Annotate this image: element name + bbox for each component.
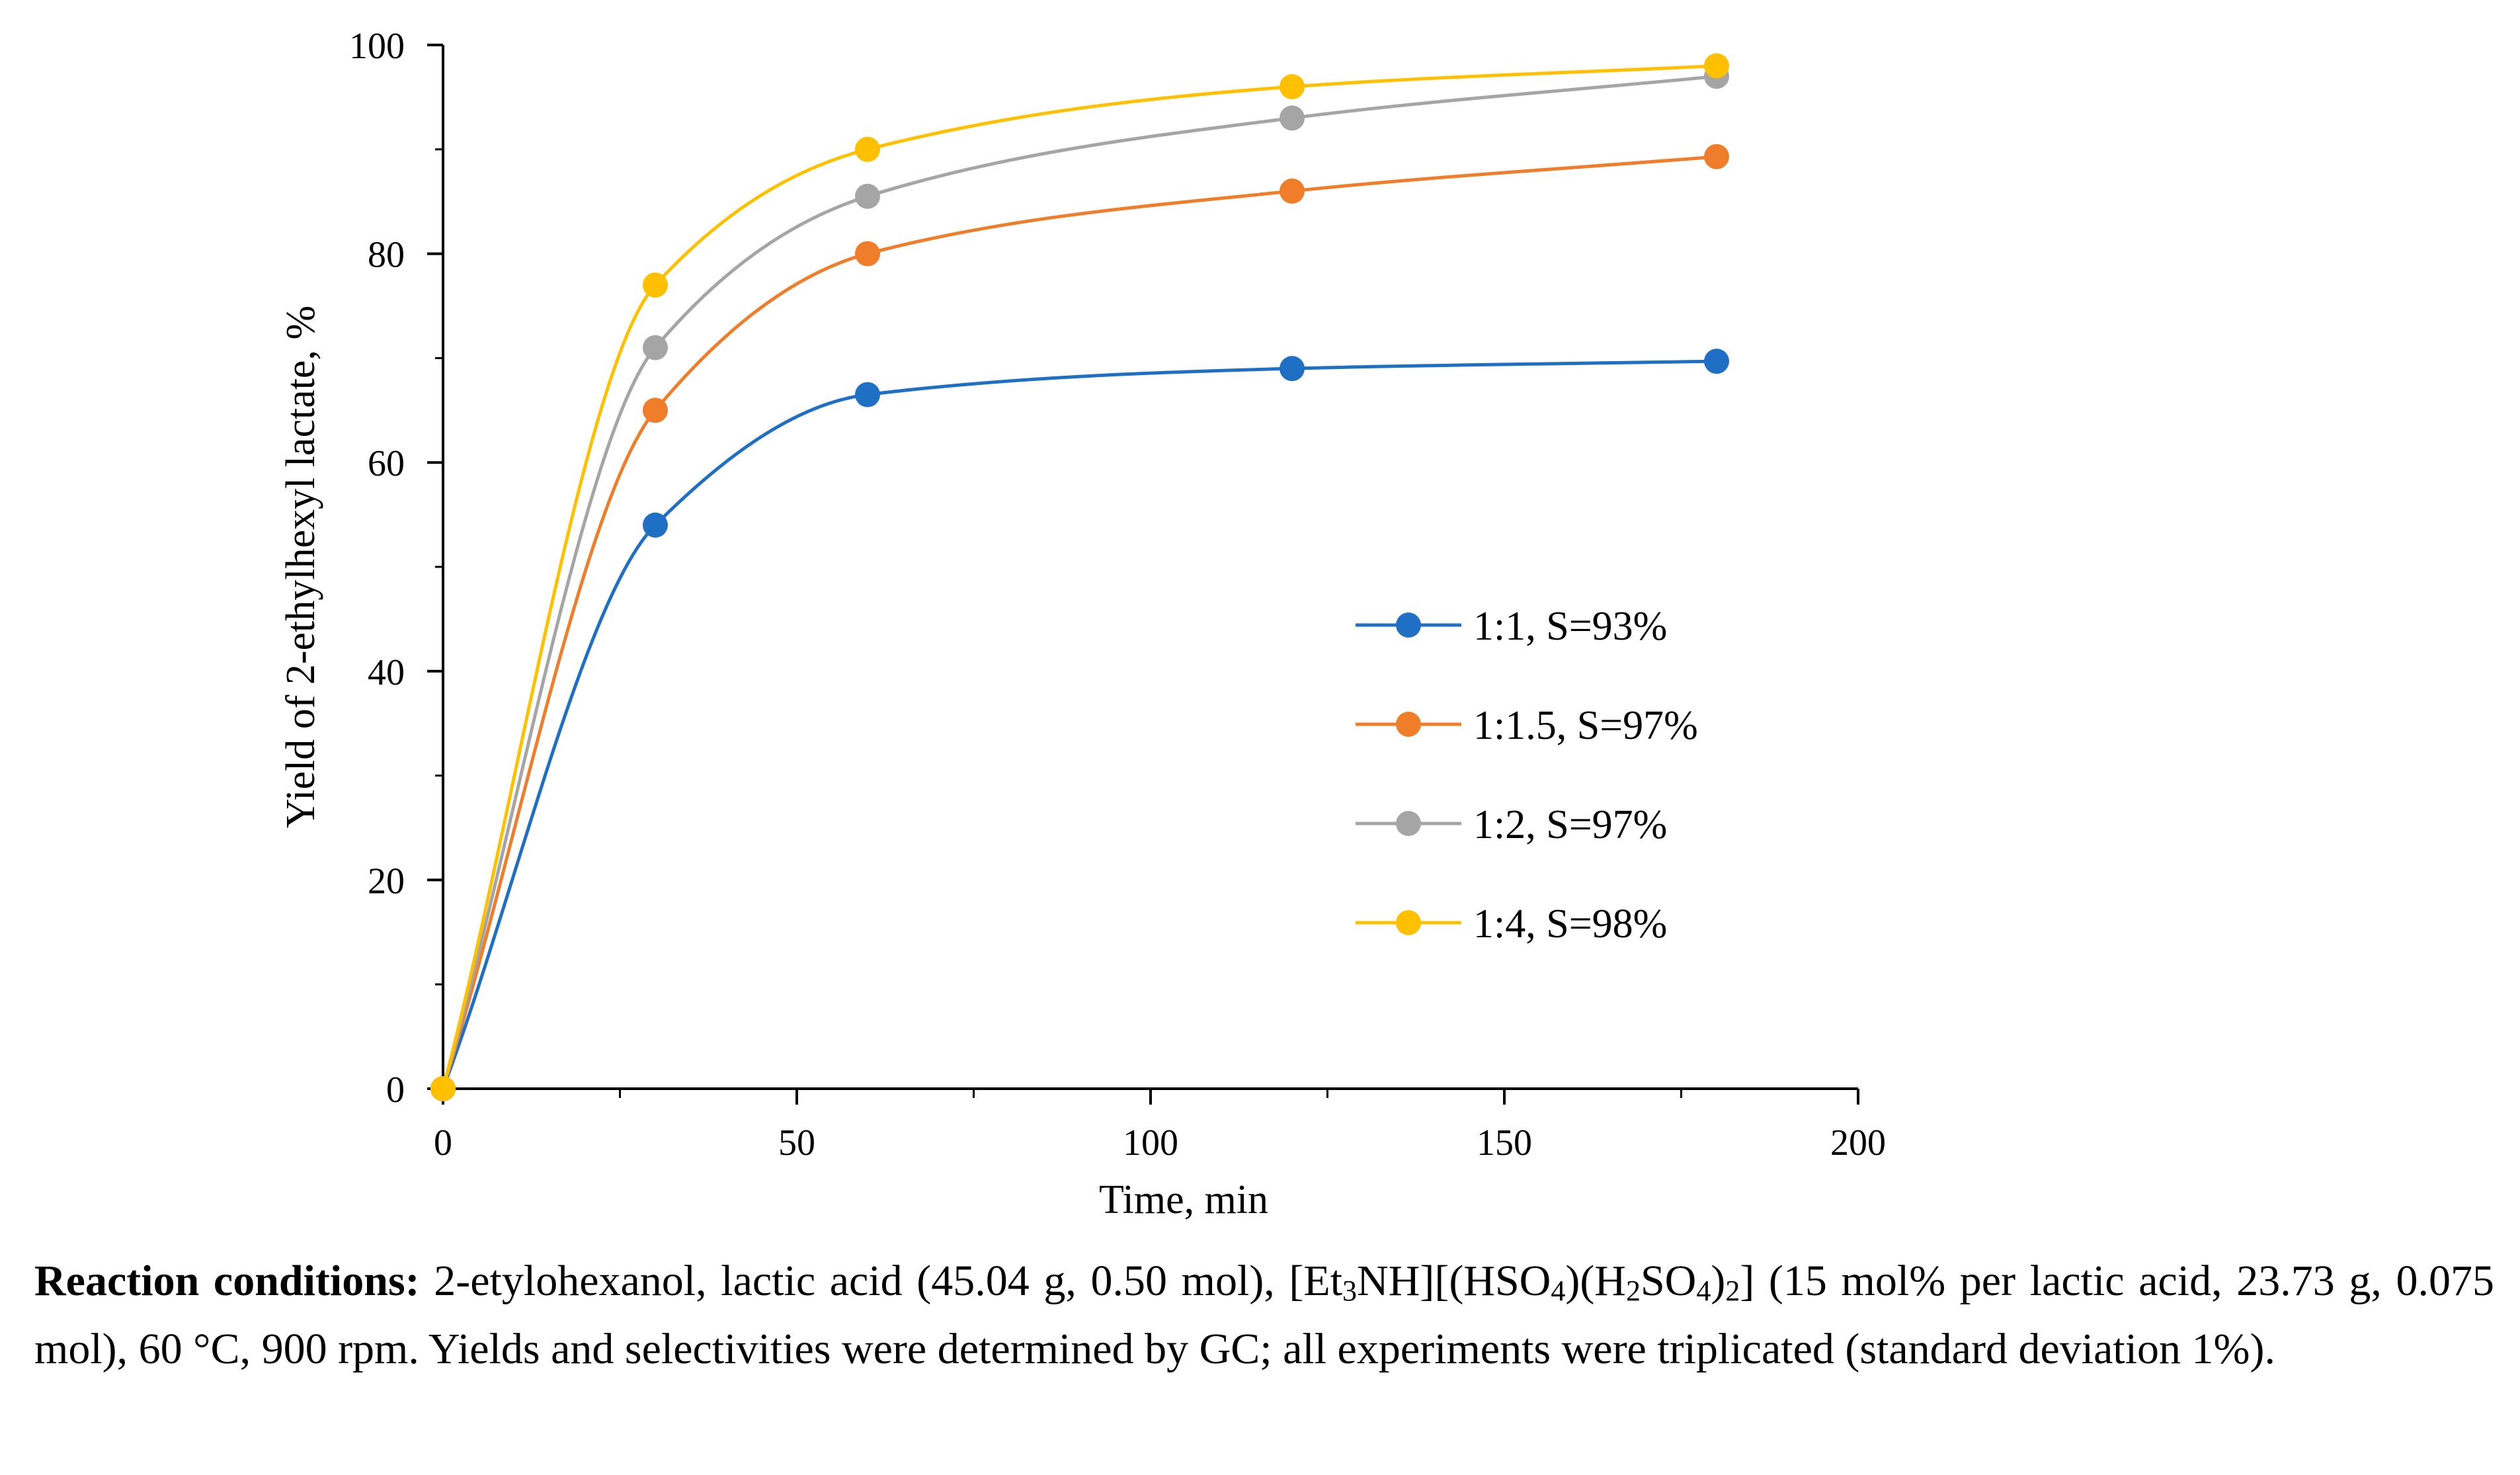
caption-sub: 4 (1696, 1275, 1711, 1307)
legend-swatch-marker (1396, 910, 1421, 935)
data-point (1280, 105, 1305, 131)
caption-text: )(H (1565, 1257, 1626, 1305)
legend-label: 1:2, S=97% (1473, 802, 1667, 847)
data-point (1280, 178, 1305, 204)
y-tick-label: 20 (368, 861, 405, 902)
caption-text: SO (1640, 1257, 1697, 1305)
caption-sub: 3 (1342, 1275, 1358, 1307)
x-tick-label: 200 (1830, 1122, 1886, 1163)
data-point (430, 1076, 456, 1101)
legend-label: 1:1.5, S=97% (1473, 703, 1698, 748)
legend-swatch-marker (1396, 811, 1421, 836)
legend-item: 1:4, S=98% (1356, 902, 1667, 947)
x-tick-label: 150 (1477, 1122, 1532, 1163)
caption-text: ) (1711, 1257, 1726, 1305)
data-point (1280, 74, 1305, 100)
data-point (855, 183, 880, 209)
data-point (855, 136, 880, 162)
caption-text: ] (15 mol% per lactic acid, 23.73 g, 0.0… (34, 1257, 2494, 1373)
legend-item: 1:2, S=97% (1356, 802, 1667, 847)
legend-swatch-marker (1396, 712, 1421, 737)
x-tick-label: 0 (434, 1122, 452, 1163)
x-axis-title: Time, min (1099, 1177, 1268, 1222)
y-tick-label: 100 (349, 26, 405, 67)
caption-heading: Reaction conditions: (34, 1257, 420, 1305)
y-tick-label: 0 (386, 1070, 405, 1111)
y-tick-label: 80 (368, 235, 405, 276)
y-tick-label: 60 (368, 443, 405, 484)
caption-sub: 2 (1625, 1275, 1641, 1307)
figure-caption: Reaction conditions: 2-etylohexanol, lac… (34, 1247, 2494, 1383)
data-point (643, 335, 668, 360)
legend-label: 1:4, S=98% (1473, 902, 1667, 947)
y-axis-title: Yield of 2-ethylhexyl lactate, % (278, 306, 323, 828)
legend-label: 1:1, S=93% (1473, 604, 1667, 649)
yield-chart: 0 20 40 60 80 100 0 50 100 150 200 1:1, S=93% 1:1.5… (278, 26, 1886, 1222)
data-point (855, 241, 880, 267)
legend-swatch-marker (1396, 612, 1421, 638)
data-point (855, 382, 880, 407)
caption-text: NH][(HSO (1357, 1257, 1551, 1305)
data-point (643, 512, 668, 538)
data-point (1704, 349, 1729, 374)
caption-sub: 4 (1551, 1275, 1566, 1307)
axes: 0 20 40 60 80 100 0 50 100 150 200 (349, 26, 1886, 1163)
x-tick-label: 100 (1123, 1122, 1178, 1163)
data-point (1704, 144, 1729, 169)
legend: 1:1, S=93% 1:1.5, S=97% 1:2, S=97% 1:4, S=9… (1356, 604, 1698, 947)
data-point (643, 272, 668, 298)
y-tick-label: 40 (368, 652, 405, 693)
legend-item: 1:1, S=93% (1356, 604, 1667, 649)
data-point (643, 398, 668, 423)
data-point (1280, 356, 1305, 382)
series-layer (430, 53, 1729, 1101)
data-point (1704, 53, 1729, 79)
series-4 (430, 53, 1729, 1101)
legend-item: 1:1.5, S=97% (1356, 703, 1698, 748)
caption-sub: 2 (1725, 1275, 1740, 1307)
series-2 (430, 144, 1729, 1101)
caption-text: 2-etylohexanol, lactic acid (45.04 g, 0.… (419, 1257, 1343, 1305)
x-tick-label: 50 (778, 1122, 815, 1163)
